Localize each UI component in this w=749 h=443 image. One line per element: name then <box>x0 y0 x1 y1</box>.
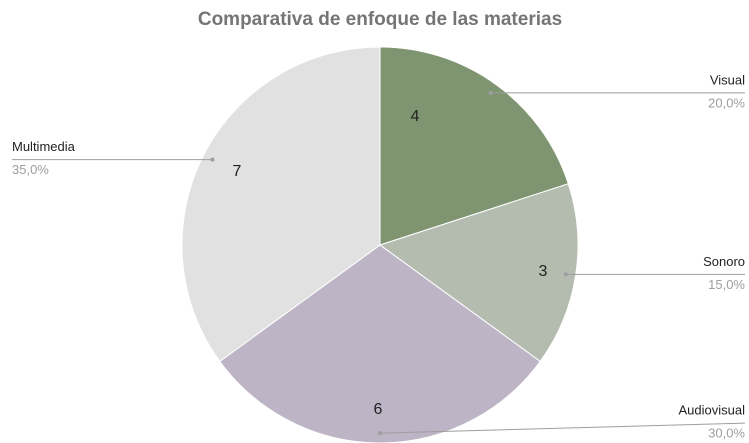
slice-value-label: 3 <box>539 263 548 280</box>
slice-value-label: 4 <box>411 108 420 125</box>
pie-slice <box>378 183 579 363</box>
slice-value-label: 6 <box>374 401 383 418</box>
chart-title: Comparativa de enfoque de las materias <box>198 9 562 30</box>
pie-slice <box>181 46 381 363</box>
slice-value-label: 7 <box>233 163 242 180</box>
leader-dot <box>563 272 568 277</box>
legend-label: Visual <box>710 72 745 87</box>
legend-label: Multimedia <box>12 139 76 154</box>
pie-slice <box>379 46 569 246</box>
leader-line <box>379 422 746 434</box>
leader-dot <box>488 90 493 95</box>
percent-label: 30,0% <box>708 426 745 441</box>
percent-label: 15,0% <box>708 277 745 292</box>
percent-label: 35,0% <box>12 162 49 177</box>
legend-label: Audiovisual <box>679 403 746 418</box>
leader-dot <box>378 431 382 436</box>
percent-label: 20,0% <box>708 95 745 110</box>
legend-label: Sonoro <box>703 254 745 269</box>
leader-dot <box>210 157 215 162</box>
